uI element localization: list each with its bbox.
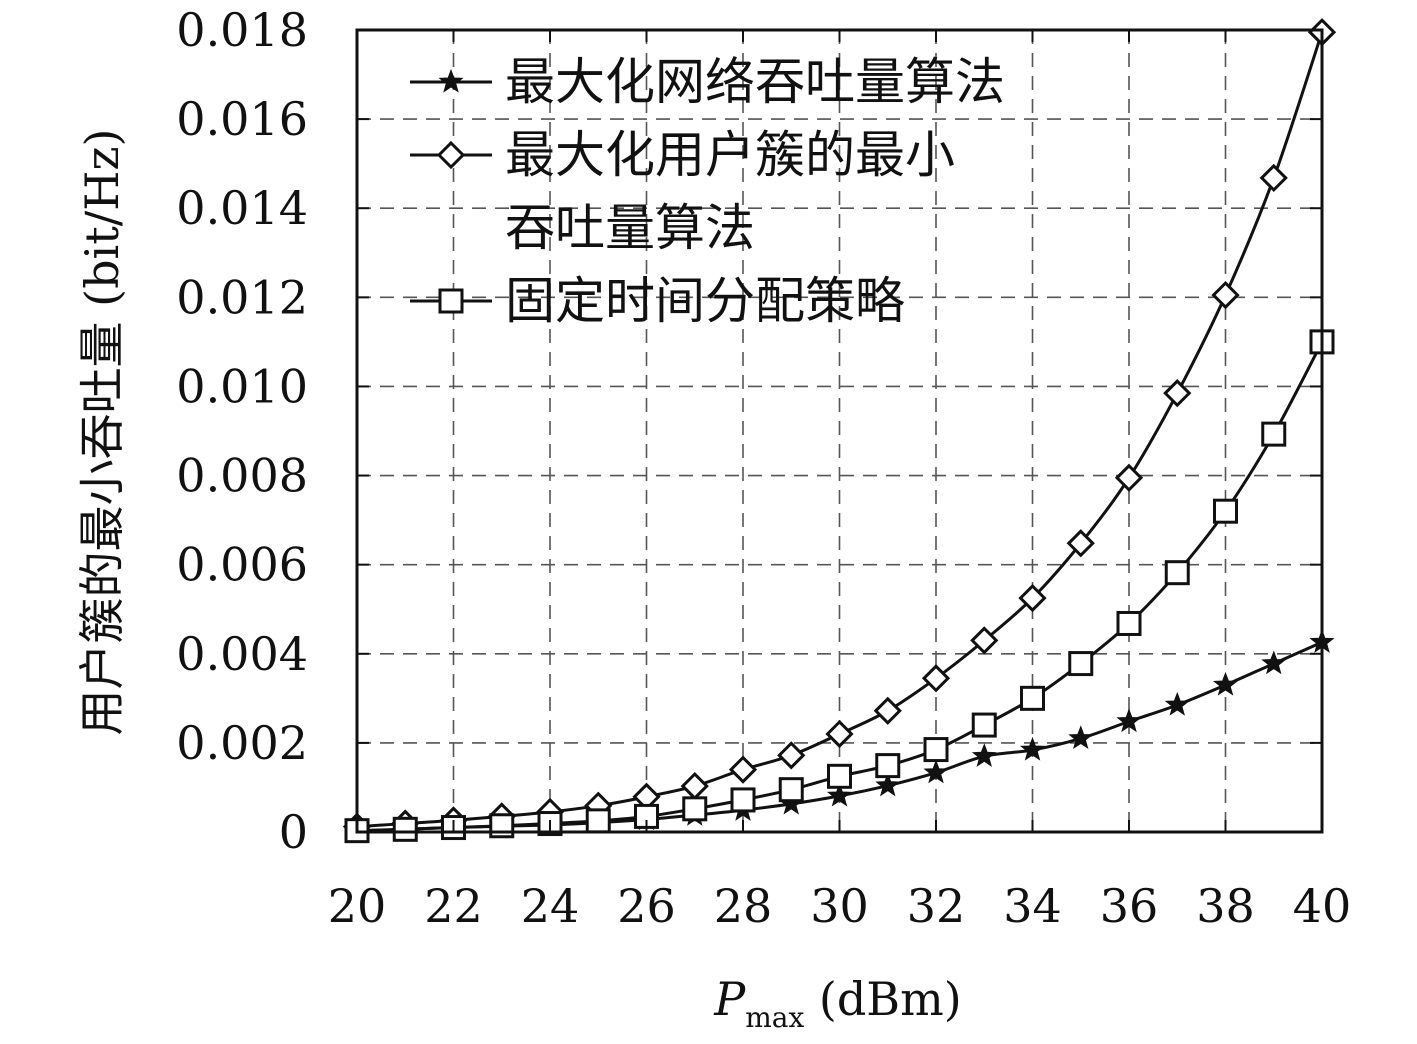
data-point-diamond <box>777 741 806 770</box>
data-point-star <box>1019 736 1046 761</box>
data-point-diamond <box>1114 463 1144 492</box>
legend-marker-star <box>438 68 464 93</box>
x-tick-label: 28 <box>714 879 773 933</box>
x-axis-label-unit: (dBm) <box>804 972 961 1026</box>
y-tick-label: 0.004 <box>176 627 308 681</box>
data-point-square <box>923 737 949 763</box>
data-point-square <box>875 753 901 779</box>
data-point-star <box>826 782 853 807</box>
x-tick-label: 38 <box>1196 879 1255 933</box>
data-point-star <box>1261 650 1287 675</box>
data-point-diamond <box>873 696 902 725</box>
y-tick-label: 0.018 <box>176 3 308 57</box>
data-point-star <box>1212 671 1239 696</box>
x-axis-label-sub: max <box>745 1001 804 1034</box>
x-tick-label: 40 <box>1293 879 1352 933</box>
data-point-square <box>585 808 611 834</box>
x-tick-label: 26 <box>617 879 676 933</box>
y-tick-label: 0.012 <box>176 270 308 324</box>
data-point-diamond <box>921 664 951 693</box>
legend-label: 最大化用户簇的最小 <box>505 126 955 184</box>
y-tick-label: 0.008 <box>176 449 308 503</box>
legend-item-square: 固定时间分配策略 <box>410 272 905 330</box>
data-point-diamond <box>970 626 999 655</box>
data-point-square <box>1213 498 1238 524</box>
x-tick-label: 24 <box>521 879 580 933</box>
legend-marker-diamond <box>436 140 466 170</box>
y-tick-label: 0.002 <box>176 716 308 770</box>
x-tick-label: 22 <box>424 879 483 933</box>
data-point-square <box>682 796 708 822</box>
data-point-diamond <box>825 719 854 749</box>
data-point-square <box>1116 610 1142 636</box>
series-square <box>344 329 1335 844</box>
data-point-square <box>730 787 756 813</box>
legend-marker-square <box>438 288 464 314</box>
data-point-diamond <box>1163 379 1192 408</box>
y-tick-label: 0.010 <box>176 359 308 413</box>
data-point-square <box>971 712 997 738</box>
y-tick-label: 0.014 <box>176 181 308 235</box>
legend-label: 最大化网络吞吐量算法 <box>505 53 1005 111</box>
data-point-star <box>971 743 997 767</box>
ticks: 20 22 24 26 28 30 32 34 36 38 40 0 0.002 0.004 0.006 0.… <box>176 3 1351 933</box>
data-point-star <box>923 759 949 784</box>
data-point-square <box>1068 651 1094 677</box>
data-point-square <box>392 816 418 842</box>
data-point-diamond <box>1211 280 1240 310</box>
y-axis-label: 用户簇的最小吞吐量 (bit/Hz) <box>75 128 129 735</box>
y-tick-label: 0.006 <box>176 538 308 592</box>
data-point-star <box>1164 691 1190 716</box>
data-point-diamond <box>680 771 709 801</box>
legend-label: 固定时间分配策略 <box>505 272 905 330</box>
y-tick-label: 0 <box>279 805 308 859</box>
legend-label: 吞吐量算法 <box>505 199 755 257</box>
data-point-star <box>1116 708 1142 733</box>
x-tick-label: 34 <box>1003 879 1062 933</box>
x-tick-label: 36 <box>1100 879 1159 933</box>
data-point-square <box>1020 685 1045 711</box>
x-axis-label-main: P <box>713 972 746 1026</box>
x-tick-label: 32 <box>907 879 966 933</box>
data-point-square <box>1261 421 1287 447</box>
data-point-star <box>875 772 901 797</box>
data-point-diamond <box>728 755 758 784</box>
data-point-diamond <box>1066 529 1095 558</box>
data-point-square <box>778 777 804 803</box>
data-point-diamond <box>1018 583 1047 613</box>
legend-item-star: 最大化网络吞吐量算法 <box>410 53 1005 111</box>
x-tick-label: 20 <box>328 879 387 933</box>
y-tick-label: 0.016 <box>176 92 308 146</box>
data-point-diamond <box>1259 163 1288 193</box>
x-tick-label: 30 <box>810 879 869 933</box>
data-point-star <box>1068 725 1094 750</box>
data-point-square <box>827 763 852 789</box>
data-point-square <box>1164 560 1190 586</box>
x-axis-label: Pmax (dBm) <box>713 972 961 1034</box>
